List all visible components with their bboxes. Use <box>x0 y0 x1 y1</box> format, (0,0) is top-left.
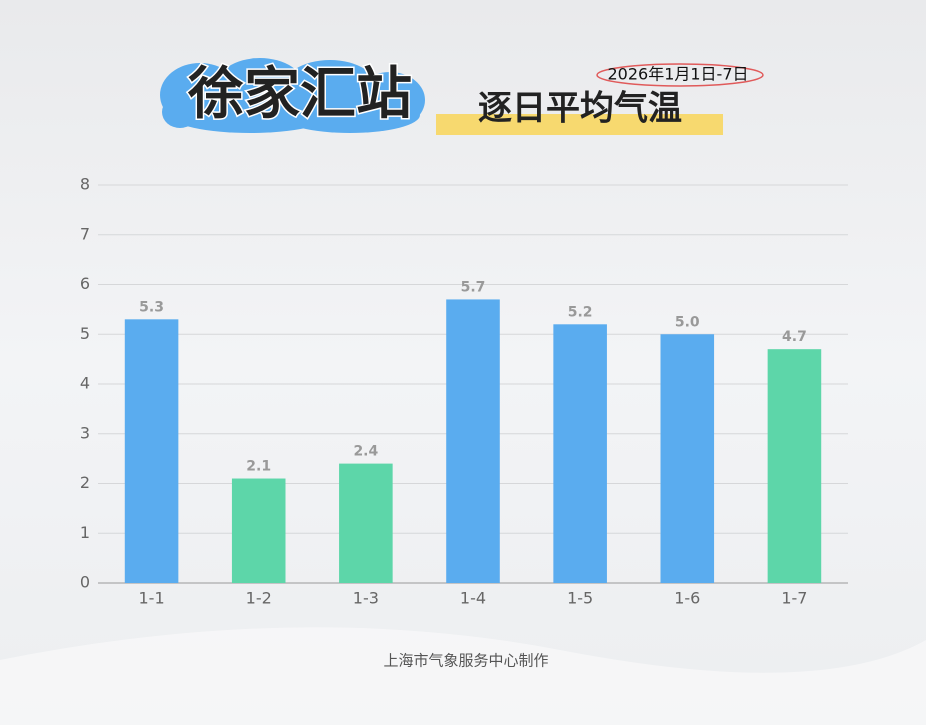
bar <box>660 334 715 583</box>
x-tick-label: 1-3 <box>353 589 379 608</box>
chart-title: 徐家汇站 <box>187 62 412 127</box>
value-label: 5.3 <box>139 299 164 315</box>
value-label: 4.7 <box>782 329 807 345</box>
x-tick-label: 1-5 <box>567 589 593 608</box>
y-tick-label: 1 <box>80 523 90 542</box>
source: 上海市气象服务中心制作 <box>383 652 548 670</box>
subtitle-highlight <box>436 114 723 135</box>
value-label: 5.7 <box>461 279 486 295</box>
value-label: 2.4 <box>353 444 378 460</box>
x-tick-label: 1-6 <box>674 589 700 608</box>
y-tick-label: 5 <box>80 324 90 343</box>
chart-subtitle: 逐日平均气温 <box>478 89 682 129</box>
x-tick-label: 1-7 <box>781 589 807 608</box>
bar <box>446 299 500 583</box>
x-tick-label: 1-2 <box>246 589 272 608</box>
y-tick-label: 2 <box>80 473 90 492</box>
x-tick-label: 1-4 <box>460 589 486 608</box>
y-tick-label: 3 <box>80 423 90 442</box>
value-label: 5.0 <box>675 314 700 330</box>
y-tick-label: 6 <box>80 274 90 293</box>
y-tick-label: 7 <box>80 224 90 243</box>
bar <box>124 319 179 583</box>
y-tick-label: 8 <box>80 175 90 194</box>
bar <box>553 324 607 583</box>
background-wave <box>0 627 926 725</box>
bar <box>339 463 393 583</box>
bar <box>231 478 286 583</box>
value-label: 2.1 <box>246 459 271 475</box>
date-range: 2026年1月1日-7日 <box>607 65 748 84</box>
date-circle <box>596 63 764 87</box>
title-cloud <box>160 58 425 133</box>
x-tick-label: 1-1 <box>139 589 165 608</box>
y-tick-label: 4 <box>80 374 90 393</box>
y-tick-label: 0 <box>80 573 90 592</box>
bar <box>767 349 822 583</box>
value-label: 5.2 <box>568 304 593 320</box>
